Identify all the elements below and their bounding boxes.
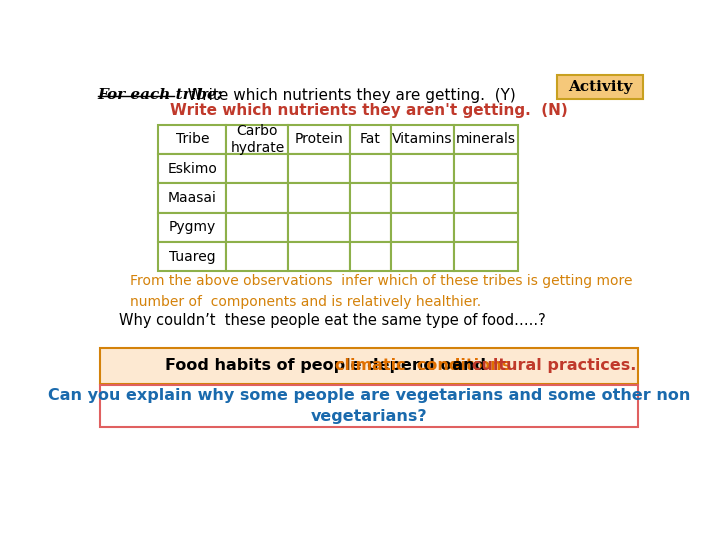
Bar [454,184,518,213]
Text: Pygmy: Pygmy [168,220,216,234]
Bar [391,184,454,213]
Text: Activity: Activity [568,80,632,94]
Bar [226,242,289,271]
Bar [454,125,518,154]
Text: Carbo
hydrate: Carbo hydrate [230,124,284,154]
Bar [351,154,391,184]
Bar [226,184,289,213]
Bar [226,125,289,154]
Bar [454,242,518,271]
Bar [158,154,226,184]
Text: minerals: minerals [456,132,516,146]
FancyBboxPatch shape [100,385,638,427]
Bar [158,213,226,242]
Bar [158,184,226,213]
Bar [391,242,454,271]
Bar [351,125,391,154]
Bar [351,184,391,213]
Bar [289,154,351,184]
Bar [454,213,518,242]
Text: Why couldn’t  these people eat the same type of food…..?: Why couldn’t these people eat the same t… [120,313,546,328]
Bar [454,154,518,184]
Text: Tribe: Tribe [176,132,209,146]
Text: Food habits of people depend on: Food habits of people depend on [165,357,469,373]
Bar [289,184,351,213]
Text: Maasai: Maasai [168,191,217,205]
Text: and: and [441,357,491,373]
Bar [351,242,391,271]
Bar [158,242,226,271]
Bar [391,125,454,154]
Text: cultural practices.: cultural practices. [472,357,636,373]
Text: Tuareg: Tuareg [169,249,215,264]
Text: Vitamins: Vitamins [392,132,453,146]
Bar [391,213,454,242]
Bar [158,125,226,154]
Bar [289,213,351,242]
Bar [391,154,454,184]
Text: Can you explain why some people are vegetarians and some other non
vegetarians?: Can you explain why some people are vege… [48,388,690,424]
FancyBboxPatch shape [557,75,644,99]
FancyBboxPatch shape [100,348,638,383]
Bar [351,213,391,242]
Text: Write which nutrients they aren't getting.  (N): Write which nutrients they aren't gettin… [170,103,568,118]
Text: Eskimo: Eskimo [167,162,217,176]
Bar [289,125,351,154]
Text: climatic  conditions: climatic conditions [335,357,510,373]
Bar [226,154,289,184]
Text: From the above observations  infer which of these tribes is getting more
number : From the above observations infer which … [130,274,633,309]
Bar [226,213,289,242]
Text: Fat: Fat [360,132,381,146]
Text: For each tribe:: For each tribe: [98,88,223,102]
Text: Write which nutrients they are getting.  (Y): Write which nutrients they are getting. … [179,88,516,103]
Text: Protein: Protein [295,132,343,146]
Bar [289,242,351,271]
